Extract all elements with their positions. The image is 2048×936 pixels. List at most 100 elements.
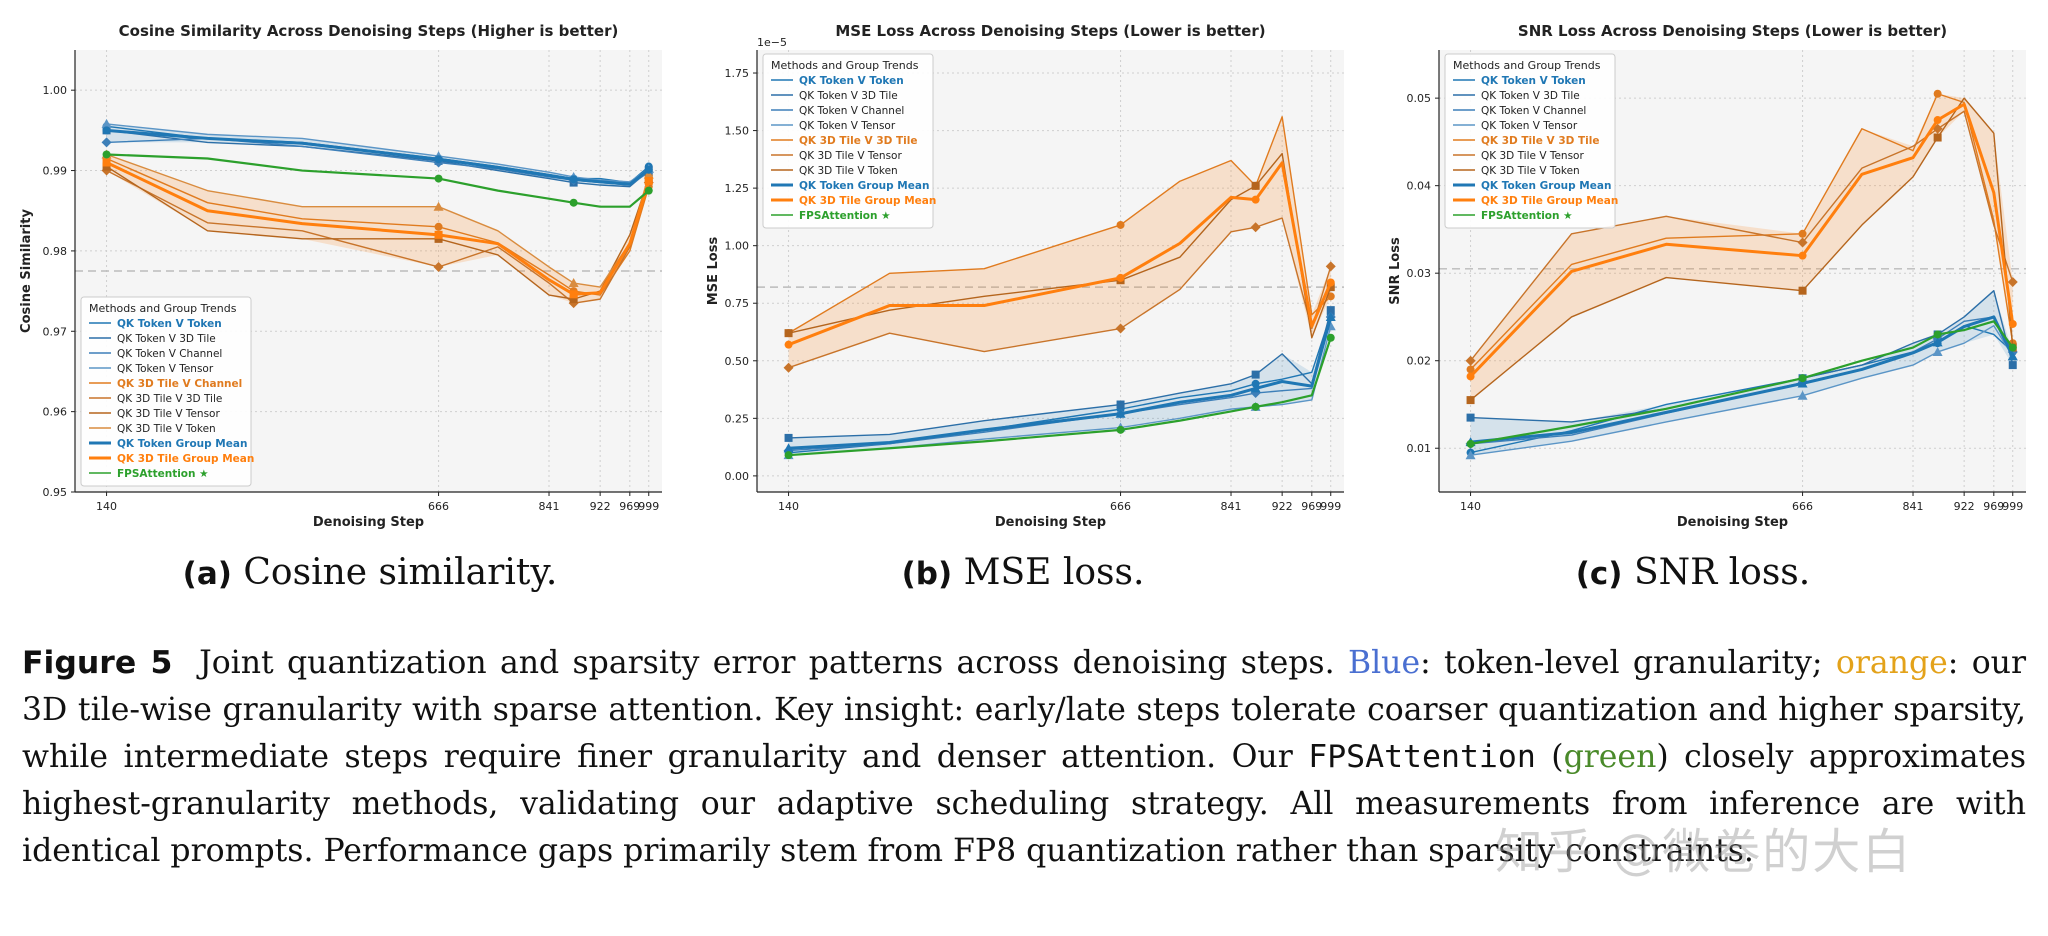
- data-point: [783, 362, 794, 373]
- series-line: [1470, 110, 2014, 362]
- data-point: [1798, 251, 1807, 260]
- data-point: [101, 137, 112, 148]
- x-tick-label: 922: [1954, 500, 1975, 513]
- legend-entry: QK 3D Tile V Channel: [117, 378, 242, 390]
- chart-title: SNR Loss Across Denoising Steps (Lower i…: [1518, 22, 1947, 40]
- y-axis-label: MSE Loss: [706, 237, 721, 306]
- legend-entry: QK 3D Tile V 3D Tile: [799, 135, 917, 147]
- data-point: [1466, 372, 1475, 381]
- data-point: [568, 278, 579, 288]
- data-point: [2008, 319, 2017, 328]
- legend-box: [762, 53, 934, 229]
- figure-caption: Figure 5 Joint quantization and sparsity…: [22, 640, 2026, 875]
- series-line: [1470, 93, 2014, 370]
- legend-entry: QK Token V 3D Tile: [799, 90, 898, 102]
- data-point: [643, 169, 654, 179]
- y-tick-label: 0.05: [1407, 92, 1432, 105]
- legend-box: [1444, 53, 1616, 229]
- y-tick-label: 0.75: [725, 297, 750, 310]
- data-point: [1251, 181, 1260, 190]
- data-point: [644, 165, 653, 174]
- caption-orange-word: orange: [1835, 645, 1948, 681]
- x-tick-label: 841: [1221, 500, 1242, 513]
- data-point: [569, 175, 578, 184]
- x-tick-label: 999: [638, 500, 659, 513]
- legend-entry: FPSAttention ★: [117, 468, 209, 480]
- legend-entry: QK Token V Token: [117, 318, 222, 330]
- data-point: [102, 162, 111, 171]
- y-tick-label: 1.50: [725, 125, 750, 138]
- x-tick-label: 140: [96, 500, 117, 513]
- subcaption-text: SNR loss.: [1633, 552, 1811, 593]
- data-point: [644, 176, 653, 185]
- series-line: [788, 337, 1332, 457]
- data-point: [1250, 383, 1261, 393]
- legend-title: Methods and Group Trends: [89, 302, 237, 315]
- x-tick-label: 922: [590, 500, 611, 513]
- data-point: [1116, 273, 1125, 282]
- caption-text: : token-level granularity;: [1420, 645, 1823, 681]
- y-tick-label: 0.03: [1407, 267, 1432, 280]
- data-point: [1933, 116, 1942, 125]
- y-axis-label: Cosine Similarity: [19, 209, 34, 333]
- series-line: [788, 161, 1333, 347]
- data-point: [2007, 351, 2018, 361]
- series-line: [788, 217, 1332, 369]
- x-tick-label: 140: [778, 500, 799, 513]
- legend-box: [80, 296, 252, 487]
- legend-entry: QK 3D Tile V Token: [117, 423, 216, 435]
- x-tick-label: 999: [1320, 500, 1341, 513]
- legend-entry: QK Token Group Mean: [1481, 180, 1611, 192]
- legend-entry: QK Token Group Mean: [117, 438, 247, 450]
- data-point: [1797, 378, 1808, 388]
- y-tick-label: 0.97: [43, 325, 68, 338]
- series-line: [106, 128, 650, 186]
- subcaption-a: (a) Cosine similarity.: [70, 552, 670, 593]
- series-line: [1470, 320, 2014, 445]
- data-point: [2008, 343, 2017, 352]
- subcaption-tag: (c): [1575, 556, 1623, 592]
- data-point: [1933, 330, 1942, 339]
- data-point: [1933, 133, 1942, 142]
- legend-entry: QK Token V Tensor: [1481, 120, 1578, 132]
- data-point: [102, 158, 111, 167]
- caption-text: : our 3D tile-wise granularity with spar…: [22, 645, 2027, 775]
- data-point: [101, 118, 112, 128]
- series-line: [106, 123, 650, 183]
- data-point: [1326, 333, 1335, 342]
- y-tick-label: 0.50: [725, 355, 750, 368]
- blue-group-band: [788, 310, 1331, 456]
- series-line: [106, 129, 650, 188]
- data-point: [1115, 323, 1126, 334]
- caption-text: ) closely approximates highest-granulari…: [22, 739, 2026, 869]
- x-tick-label: 140: [1460, 500, 1481, 513]
- legend-entry: QK 3D Tile V Token: [799, 165, 898, 177]
- subcaption-tag: (a): [182, 556, 232, 592]
- series-line: [788, 316, 1332, 452]
- data-point: [569, 295, 578, 304]
- series-line: [106, 153, 650, 288]
- data-point: [783, 443, 794, 453]
- y-tick-label: 0.01: [1407, 442, 1432, 455]
- legend-title: Methods and Group Trends: [771, 59, 919, 72]
- data-point: [1466, 439, 1475, 448]
- legend-entry: FPSAttention ★: [1481, 210, 1573, 222]
- legend-entry: QK Token V Channel: [117, 348, 222, 360]
- legend-entry: QK Token Group Mean: [799, 180, 929, 192]
- series-line: [106, 165, 650, 300]
- data-point: [784, 433, 793, 442]
- data-point: [1326, 306, 1335, 315]
- subcaption-b: (b) MSE loss.: [723, 552, 1323, 593]
- caption-method-name: FPSAttention: [1308, 739, 1536, 775]
- x-tick-label: 666: [428, 500, 449, 513]
- y-tick-label: 1.75: [725, 67, 750, 80]
- legend-entry: QK Token V 3D Tile: [1481, 90, 1580, 102]
- x-axis-label: Denoising Step: [995, 515, 1106, 530]
- caption-text: (: [1551, 739, 1564, 775]
- data-point: [1326, 283, 1335, 292]
- y-tick-label: 0.25: [725, 412, 750, 425]
- data-point: [102, 150, 111, 159]
- data-point: [1325, 312, 1336, 322]
- subcaption-tag: (b): [901, 556, 953, 592]
